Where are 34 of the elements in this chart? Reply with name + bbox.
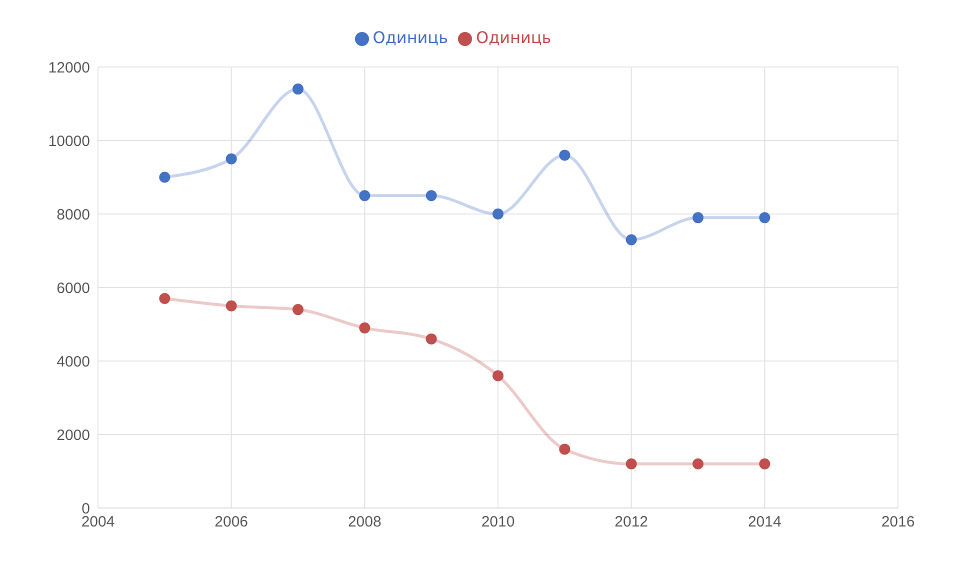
x-tick-label: 2012: [614, 514, 648, 531]
point: [359, 190, 370, 202]
point: [426, 333, 437, 344]
y-tick-label: 4000: [56, 353, 90, 370]
point: [559, 150, 570, 161]
x-tick-label: 2016: [881, 514, 915, 531]
point: [492, 208, 504, 220]
point: [692, 458, 704, 470]
legend-label: Одиниць: [476, 28, 552, 47]
y-tick-label: 6000: [56, 280, 90, 297]
y-tick-label: 10000: [48, 132, 90, 150]
point: [292, 84, 304, 95]
point: [492, 370, 504, 382]
y-tick-label: 8000: [56, 206, 90, 224]
x-tick-label: 2006: [214, 514, 248, 531]
point: [626, 234, 637, 246]
y-tick-label: 12000: [48, 59, 90, 76]
x-tick-label: 2014: [748, 514, 782, 531]
point: [692, 212, 704, 224]
legend-label: Одиниць: [372, 28, 448, 47]
point: [359, 322, 370, 334]
point: [292, 304, 304, 316]
x-tick-label: 2010: [481, 514, 515, 531]
point: [226, 300, 237, 312]
point: [759, 212, 770, 224]
point: [159, 293, 170, 304]
point: [559, 444, 570, 455]
point: [426, 190, 437, 202]
point: [159, 172, 170, 183]
y-tick-label: 2000: [56, 426, 90, 444]
point: [759, 458, 770, 470]
x-tick-label: 2008: [348, 514, 382, 531]
point: [626, 458, 637, 470]
point: [226, 153, 237, 164]
